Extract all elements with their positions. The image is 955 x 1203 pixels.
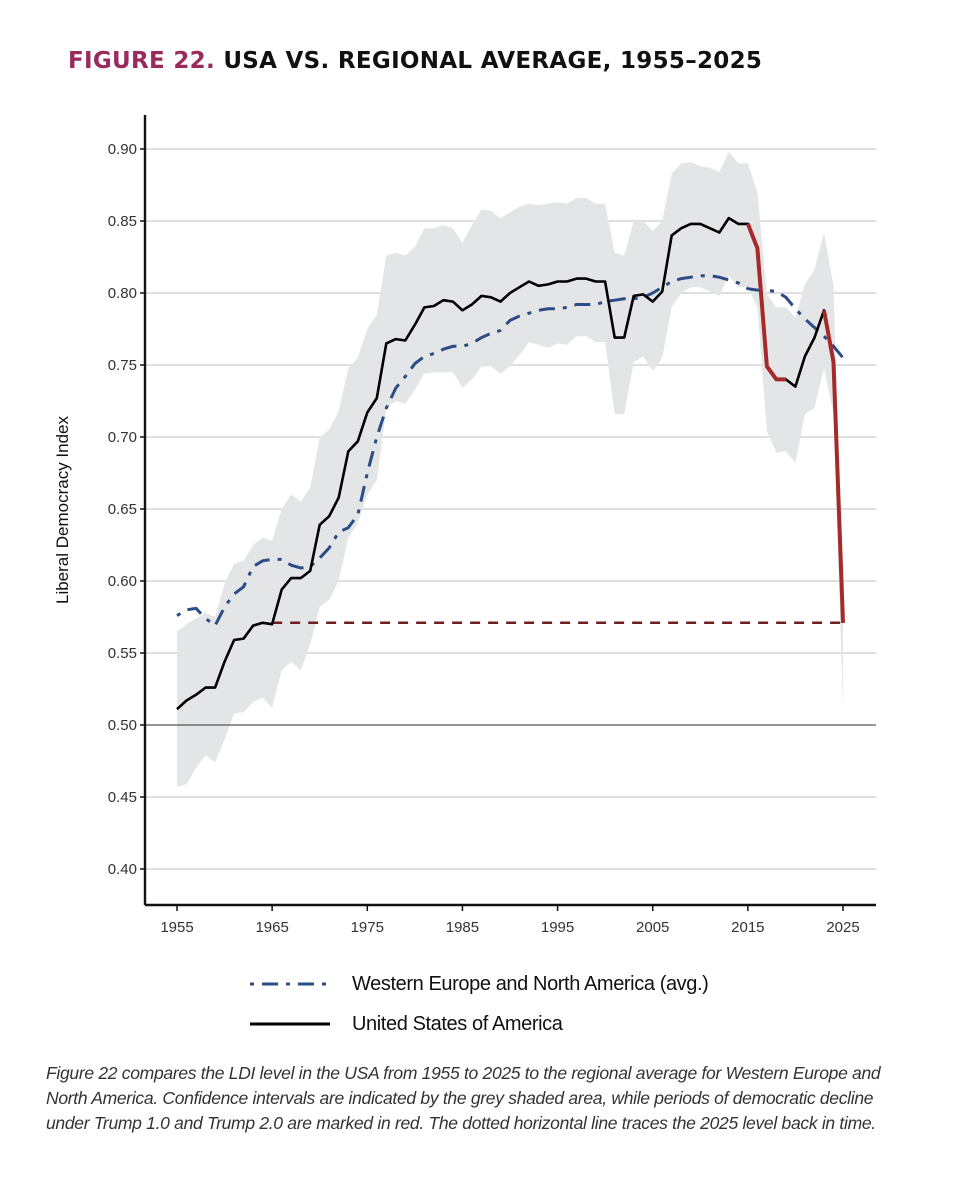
decline-highlights bbox=[746, 223, 845, 623]
y-tick-label: 0.90 bbox=[108, 141, 137, 158]
x-tick-label: 2015 bbox=[731, 919, 764, 936]
y-tick-label: 0.45 bbox=[108, 789, 137, 806]
legend-label: Western Europe and North America (avg.) bbox=[352, 972, 709, 995]
figure-title-text: USA VS. REGIONAL AVERAGE, 1955–2025 bbox=[223, 48, 763, 74]
y-tick-label: 0.70 bbox=[108, 429, 137, 446]
y-tick-label: 0.65 bbox=[108, 501, 137, 518]
legend-label: United States of America bbox=[352, 1012, 563, 1035]
y-tick-label: 0.85 bbox=[108, 213, 137, 230]
legend: Western Europe and North America (avg.) … bbox=[248, 964, 709, 1044]
legend-item-usa: United States of America bbox=[248, 1004, 708, 1044]
y-tick-label: 0.60 bbox=[108, 573, 137, 590]
line-chart: 0.40 0.45 0.50 0.55 0.60 0.65 0.70 0.75 0.80 0.85… bbox=[53, 115, 876, 936]
figure-number: FIGURE 22. bbox=[68, 48, 215, 74]
y-tick-label: 0.40 bbox=[108, 861, 137, 878]
legend-swatch-solid bbox=[250, 1022, 330, 1026]
x-tick-label: 1995 bbox=[541, 919, 574, 936]
x-tick-label: 2025 bbox=[826, 919, 859, 936]
x-tick-label: 1955 bbox=[160, 919, 193, 936]
x-tick-label: 1965 bbox=[255, 919, 288, 936]
y-tick-label: 0.75 bbox=[108, 357, 137, 374]
legend-swatch-dash-dot bbox=[250, 982, 330, 986]
figure-caption: Figure 22 compares the LDI level in the … bbox=[46, 1063, 881, 1133]
y-tick-label: 0.80 bbox=[108, 285, 137, 302]
x-axis-ticks: 1955 1965 1975 1985 1995 2005 2015 2025 bbox=[160, 905, 860, 936]
series-line-regional-average bbox=[176, 274, 845, 628]
axes bbox=[143, 115, 876, 907]
series-line-usa bbox=[176, 216, 845, 711]
y-axis-title: Liberal Democracy Index bbox=[53, 415, 72, 604]
legend-item-regional-average: Western Europe and North America (avg.) bbox=[248, 964, 709, 1004]
y-tick-label: 0.55 bbox=[108, 645, 137, 662]
x-tick-label: 1975 bbox=[351, 919, 384, 936]
y-axis-ticks: 0.40 0.45 0.50 0.55 0.60 0.65 0.70 0.75 0.80 0.85… bbox=[108, 141, 145, 878]
y-tick-label: 0.50 bbox=[108, 717, 137, 734]
x-tick-label: 1985 bbox=[446, 919, 479, 936]
figure-title: FIGURE 22. USA VS. REGIONAL AVERAGE, 195… bbox=[68, 48, 762, 74]
highlight-segment-trump-2-0 bbox=[822, 309, 845, 623]
confidence-interval-band bbox=[177, 151, 843, 787]
x-tick-label: 2005 bbox=[636, 919, 669, 936]
highlight-segment-trump-1-0 bbox=[746, 223, 786, 382]
